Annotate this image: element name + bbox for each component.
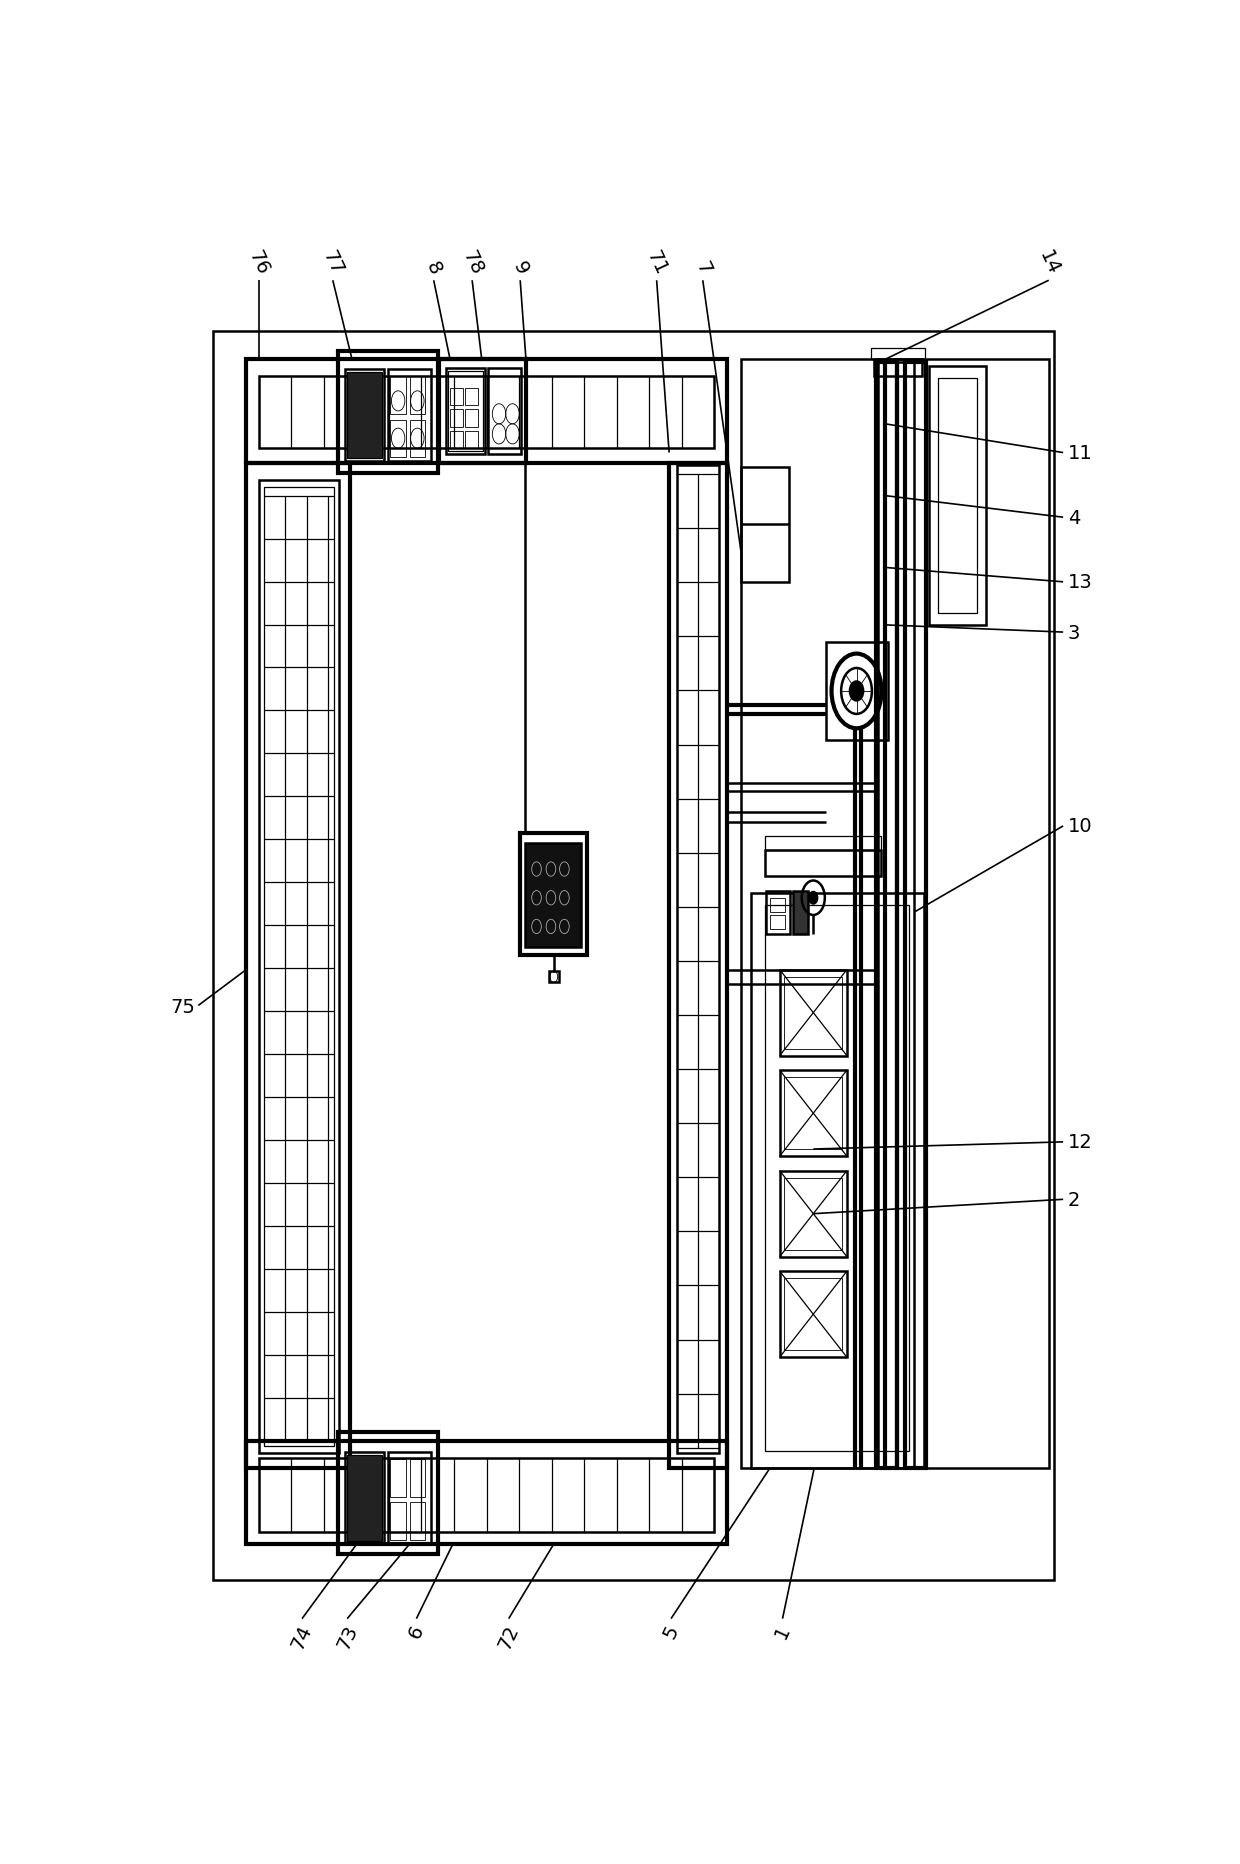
Bar: [259, 481, 339, 1454]
Bar: [770, 915, 785, 930]
Text: 3: 3: [1068, 623, 1080, 643]
Bar: [388, 1452, 430, 1543]
Bar: [785, 1279, 842, 1350]
Bar: [439, 360, 526, 464]
Bar: [446, 369, 485, 455]
Bar: [388, 371, 430, 462]
Bar: [450, 432, 463, 449]
Text: 78: 78: [459, 248, 486, 278]
Bar: [878, 363, 914, 1469]
Bar: [525, 844, 580, 947]
Bar: [765, 850, 880, 876]
Bar: [465, 432, 477, 449]
Bar: [874, 360, 921, 377]
Bar: [751, 895, 924, 1469]
Circle shape: [851, 682, 862, 701]
Bar: [247, 464, 350, 1469]
Bar: [870, 349, 925, 360]
Bar: [391, 1460, 405, 1497]
Bar: [345, 1452, 383, 1543]
Bar: [875, 363, 897, 1469]
Text: 76: 76: [246, 248, 273, 278]
Text: 6: 6: [405, 1622, 428, 1640]
Bar: [766, 891, 790, 934]
Text: 11: 11: [1068, 444, 1092, 462]
Text: 5: 5: [660, 1622, 682, 1640]
Text: 4: 4: [1068, 509, 1080, 528]
Bar: [489, 369, 521, 455]
Text: 9: 9: [508, 259, 532, 278]
Bar: [939, 378, 977, 613]
Bar: [213, 332, 1054, 1581]
Bar: [742, 468, 790, 582]
Bar: [347, 373, 382, 459]
Bar: [780, 969, 847, 1057]
Circle shape: [810, 893, 817, 904]
Text: 72: 72: [495, 1622, 522, 1652]
Bar: [742, 360, 1049, 1469]
Bar: [247, 1441, 727, 1543]
Bar: [409, 377, 425, 414]
Bar: [391, 377, 405, 414]
Bar: [677, 466, 719, 1454]
Text: 10: 10: [1068, 816, 1092, 835]
Bar: [259, 377, 714, 449]
Bar: [670, 464, 727, 1469]
Bar: [794, 891, 808, 934]
Text: 73: 73: [334, 1622, 361, 1652]
Bar: [247, 360, 727, 464]
Text: 13: 13: [1068, 572, 1092, 593]
Bar: [337, 352, 439, 473]
Bar: [785, 1178, 842, 1251]
Bar: [409, 1502, 425, 1540]
Bar: [780, 1171, 847, 1256]
Bar: [465, 390, 477, 406]
Text: 12: 12: [1068, 1133, 1092, 1152]
Text: 75: 75: [170, 997, 196, 1018]
Bar: [521, 833, 588, 956]
Bar: [337, 1432, 439, 1555]
Bar: [785, 977, 842, 1049]
Bar: [450, 390, 463, 406]
Text: 77: 77: [319, 248, 347, 278]
Bar: [391, 419, 405, 459]
Bar: [549, 971, 558, 982]
Text: 1: 1: [771, 1622, 794, 1640]
Bar: [770, 898, 785, 913]
Text: 8: 8: [423, 259, 445, 278]
Bar: [448, 371, 482, 451]
Bar: [929, 367, 986, 626]
Bar: [347, 1456, 382, 1542]
Bar: [259, 1458, 714, 1532]
Bar: [409, 419, 425, 459]
Bar: [409, 1460, 425, 1497]
Text: 71: 71: [642, 248, 671, 278]
Bar: [780, 1070, 847, 1156]
Text: 7: 7: [692, 259, 714, 278]
Text: 74: 74: [288, 1622, 316, 1652]
Text: 14: 14: [1035, 248, 1063, 278]
Bar: [765, 837, 880, 850]
Bar: [905, 363, 926, 1469]
Bar: [826, 643, 888, 740]
Text: 2: 2: [1068, 1191, 1080, 1210]
Bar: [785, 1077, 842, 1150]
Bar: [345, 371, 383, 462]
Bar: [465, 410, 477, 427]
Bar: [780, 1271, 847, 1357]
Bar: [450, 410, 463, 427]
Bar: [264, 488, 334, 1446]
Bar: [765, 906, 909, 1450]
Bar: [391, 1502, 405, 1540]
